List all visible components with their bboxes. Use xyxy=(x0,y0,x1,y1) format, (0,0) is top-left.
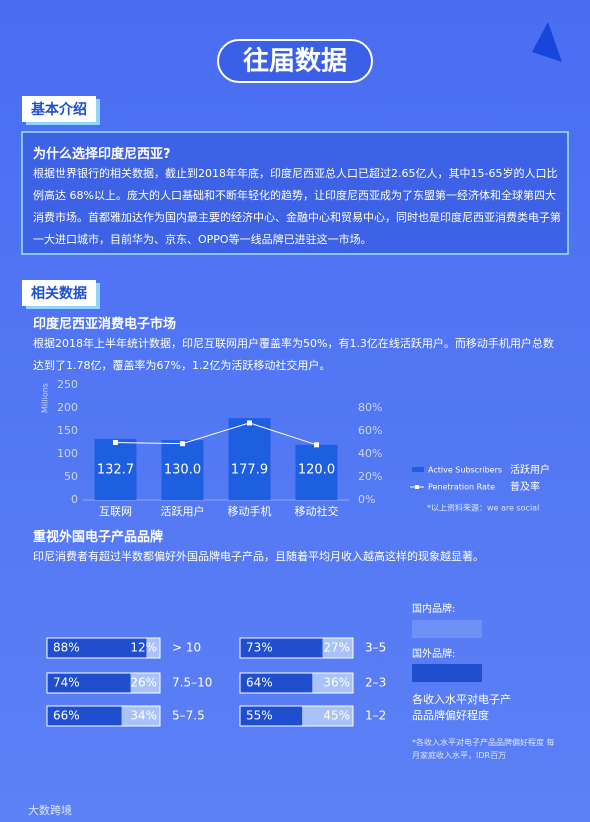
y-axis-label: Millions xyxy=(41,383,50,413)
value-label: 64% xyxy=(246,676,273,690)
brand-text: 印尼消费者有超过半数都偏好外国品牌电子产品，且随着平均月收入越高这样的现象越显著… xyxy=(33,550,484,563)
footer-brand: 大数跨境 xyxy=(28,804,72,817)
y-tick-label: 50 xyxy=(64,470,78,483)
legend-swatch xyxy=(412,467,424,472)
subheading: 重视外国电子产品品牌 xyxy=(33,530,164,545)
box-title: 为什么选择印度尼西亚? xyxy=(33,147,171,162)
bar xyxy=(295,444,338,500)
line-marker xyxy=(247,420,252,426)
bar-segment xyxy=(240,673,313,693)
note: *以上资料来源：we are social xyxy=(427,503,539,513)
bar-frame xyxy=(239,705,354,727)
bar-frame xyxy=(46,672,161,694)
y-tick-label: 200 xyxy=(57,401,78,414)
bar-value-label: 120.0 xyxy=(298,463,335,478)
legend-label: 国内品牌: xyxy=(412,602,455,615)
bar-segment xyxy=(146,638,160,658)
x-tick-label: 互联网 xyxy=(99,505,132,518)
x-tick-label: 移动社交 xyxy=(295,504,339,518)
line-marker xyxy=(180,441,185,447)
line-marker xyxy=(314,442,319,448)
legend-swatch xyxy=(412,620,482,638)
bar-frame xyxy=(46,637,161,659)
bar-segment xyxy=(47,638,147,658)
section-tag: 相关数据 xyxy=(22,280,96,306)
y2-tick-label: 40% xyxy=(358,447,382,460)
bar-frame xyxy=(239,672,354,694)
section-tag: 基本介绍 xyxy=(22,96,96,122)
value-label: 55% xyxy=(246,709,273,723)
bar-segment xyxy=(312,673,353,693)
bar xyxy=(161,440,204,500)
value-label: 27% xyxy=(323,641,350,655)
value-label: 34% xyxy=(130,709,157,723)
bar xyxy=(228,418,271,500)
y-tick-label: 250 xyxy=(57,378,78,391)
y2-tick-label: 20% xyxy=(358,470,382,483)
y-tick-label: 100 xyxy=(57,447,78,460)
legend-label: 活跃用户 xyxy=(510,463,550,476)
intro-box xyxy=(21,131,569,255)
legend-swatch xyxy=(415,485,419,489)
bar-frame xyxy=(239,637,354,659)
bar-frame xyxy=(46,705,161,727)
market-text: 根据2018年上半年统计数据，印尼互联网用户覆盖率为50%，有1.3亿在线活跃用… xyxy=(33,337,554,372)
category-label: 3–5 xyxy=(365,641,386,655)
bar-segment xyxy=(240,706,303,726)
bar-segment xyxy=(47,706,122,726)
bar-value-label: 130.0 xyxy=(164,463,201,478)
bar-value-label: 177.9 xyxy=(231,463,268,478)
legend-label: Penetration Rate xyxy=(428,483,495,492)
value-label: 26% xyxy=(130,676,157,690)
y-tick-label: 150 xyxy=(57,424,78,437)
value-label: 73% xyxy=(246,641,273,655)
intro-text: 根据世界银行的相关数据，截止到2018年年底，印度尼西亚总人口已超过2.65亿人… xyxy=(33,167,561,246)
bar-segment xyxy=(240,638,323,658)
category-label: 7.5–10 xyxy=(172,676,212,690)
y-tick-label: 0 xyxy=(71,493,78,506)
line-marker xyxy=(113,440,118,445)
bar-segment xyxy=(121,706,160,726)
value-label: 36% xyxy=(323,676,350,690)
decoration xyxy=(532,22,562,62)
bar-segment xyxy=(322,638,353,658)
x-tick-label: 活跃用户 xyxy=(161,504,205,518)
legend-title: 各收入水平对电子产品品牌偏好程度 xyxy=(412,693,511,722)
legend-label: 国外品牌: xyxy=(412,647,455,660)
y2-tick-label: 0% xyxy=(358,493,375,506)
category-label: 1–2 xyxy=(365,709,386,723)
value-label: 74% xyxy=(53,676,80,690)
bar-segment xyxy=(47,673,131,693)
category-label: > 10 xyxy=(172,641,201,655)
y2-tick-label: 80% xyxy=(358,401,382,414)
title-pill xyxy=(217,39,373,83)
line xyxy=(115,422,317,446)
bar-value-label: 132.7 xyxy=(97,463,134,478)
bar-segment xyxy=(130,673,160,693)
legend-label: Active Subscribers xyxy=(428,466,502,475)
note: *各收入水平对电子产品品牌偏好程度 每月家庭收入水平，IDR百万 xyxy=(412,738,555,760)
category-label: 2–3 xyxy=(365,676,386,690)
x-tick-label: 移动手机 xyxy=(228,504,272,518)
legend-swatch xyxy=(412,664,482,682)
value-label: 88% xyxy=(53,641,80,655)
value-label: 12% xyxy=(130,641,157,655)
subheading: 印度尼西亚消费电子市场 xyxy=(33,317,177,332)
value-label: 45% xyxy=(323,709,350,723)
legend-label: 普及率 xyxy=(510,480,540,493)
bar-segment xyxy=(302,706,353,726)
value-label: 66% xyxy=(53,709,80,723)
category-label: 5–7.5 xyxy=(172,709,205,723)
bar xyxy=(94,438,137,500)
y2-tick-label: 60% xyxy=(358,424,382,437)
page-title: 往届数据 xyxy=(243,46,347,77)
